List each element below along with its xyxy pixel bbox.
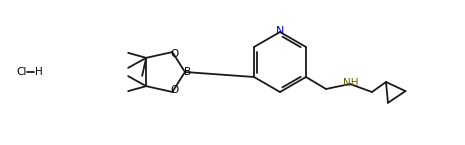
Text: Cl: Cl xyxy=(17,67,27,77)
Text: O: O xyxy=(170,85,179,95)
Text: N: N xyxy=(276,26,284,36)
Text: H: H xyxy=(35,67,43,77)
Text: O: O xyxy=(170,49,179,59)
Text: B: B xyxy=(185,67,192,77)
Text: NH: NH xyxy=(343,78,359,88)
